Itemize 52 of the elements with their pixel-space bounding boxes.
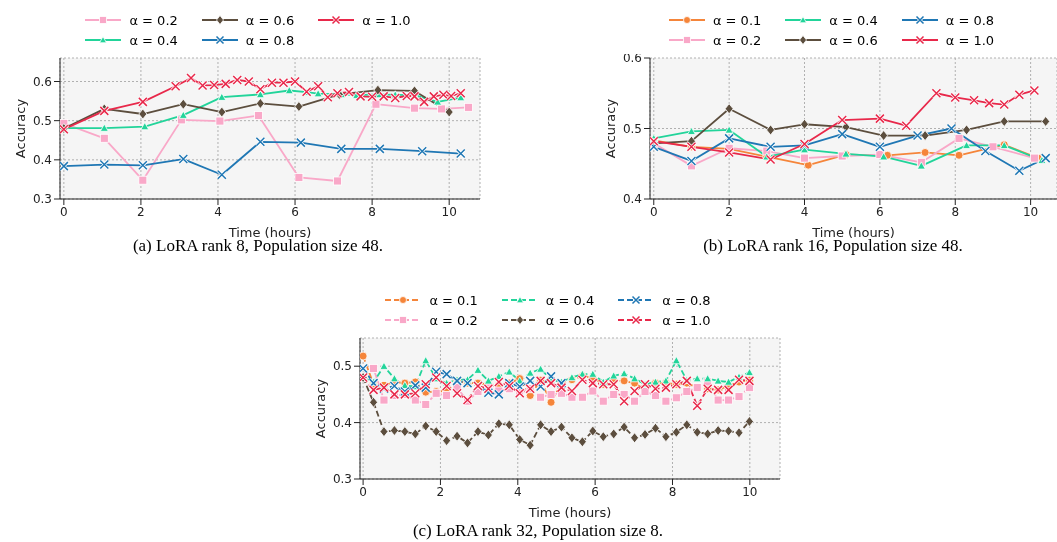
y-tick-label: 0.4	[332, 415, 352, 430]
legend-label: α = 0.1	[712, 12, 762, 28]
x-tick-label: 6	[876, 204, 884, 219]
legend-label: α = 0.4	[829, 12, 878, 28]
x-axis-title: Time (hours)	[227, 225, 312, 240]
legend-label: α = 0.2	[429, 312, 478, 328]
x-tick-label: 0	[60, 204, 68, 219]
y-tick-label: 0.5	[32, 113, 52, 128]
y-tick-label: 0.4	[622, 192, 642, 207]
x-tick-label: 10	[1022, 204, 1039, 219]
x-tick-label: 2	[436, 484, 445, 499]
legend-label: α = 0.8	[245, 32, 295, 48]
y-tick-label: 0.5	[622, 121, 642, 136]
x-tick-label: 6	[591, 484, 599, 499]
x-axis-title: Time (hours)	[811, 225, 895, 240]
legend-label: α = 0.4	[129, 32, 178, 48]
y-tick-label: 0.6	[622, 51, 642, 66]
x-tick-label: 6	[291, 204, 299, 219]
x-tick-label: 4	[800, 204, 809, 219]
legend-label: α = 0.4	[545, 292, 595, 308]
y-axis-title: Accuracy	[602, 98, 618, 159]
legend-label: α = 0.6	[545, 312, 595, 328]
x-tick-label: 8	[668, 484, 677, 499]
y-axis-title: Accuracy	[312, 378, 328, 439]
legend-label: α = 0.2	[712, 32, 762, 48]
legend-label: α = 0.8	[662, 292, 711, 308]
x-tick-label: 8	[951, 204, 960, 219]
legend-label: α = 0.6	[245, 12, 295, 28]
x-tick-label: 2	[725, 204, 733, 219]
legend-label: α = 0.1	[429, 292, 478, 308]
x-tick-label: 2	[137, 204, 145, 219]
y-tick-label: 0.5	[332, 359, 352, 374]
y-tick-label: 0.6	[32, 74, 52, 89]
legend-label: α = 0.2	[129, 12, 178, 28]
x-tick-label: 10	[441, 204, 457, 219]
y-tick-label: 0.4	[32, 153, 52, 168]
x-tick-label: 0	[649, 204, 658, 219]
legend-label: α = 0.8	[945, 12, 995, 28]
x-tick-label: 4	[214, 204, 222, 219]
text: (c) LoRA rank 32, Population size 8.	[411, 521, 665, 541]
y-tick-label: 0.3	[32, 192, 52, 207]
x-tick-label: 8	[368, 204, 376, 219]
x-tick-label: 0	[359, 484, 367, 499]
x-tick-label: 10	[742, 484, 758, 499]
y-tick-label: 0.3	[332, 472, 352, 487]
legend-label: α = 1.0	[945, 32, 995, 48]
legend-label: α = 0.6	[829, 32, 878, 48]
y-axis-title: Accuracy	[12, 98, 28, 159]
x-axis-title: Time (hours)	[527, 505, 612, 520]
legend-label: α = 1.0	[362, 12, 411, 28]
legend-label: α = 1.0	[662, 312, 711, 328]
x-tick-label: 4	[513, 484, 522, 499]
